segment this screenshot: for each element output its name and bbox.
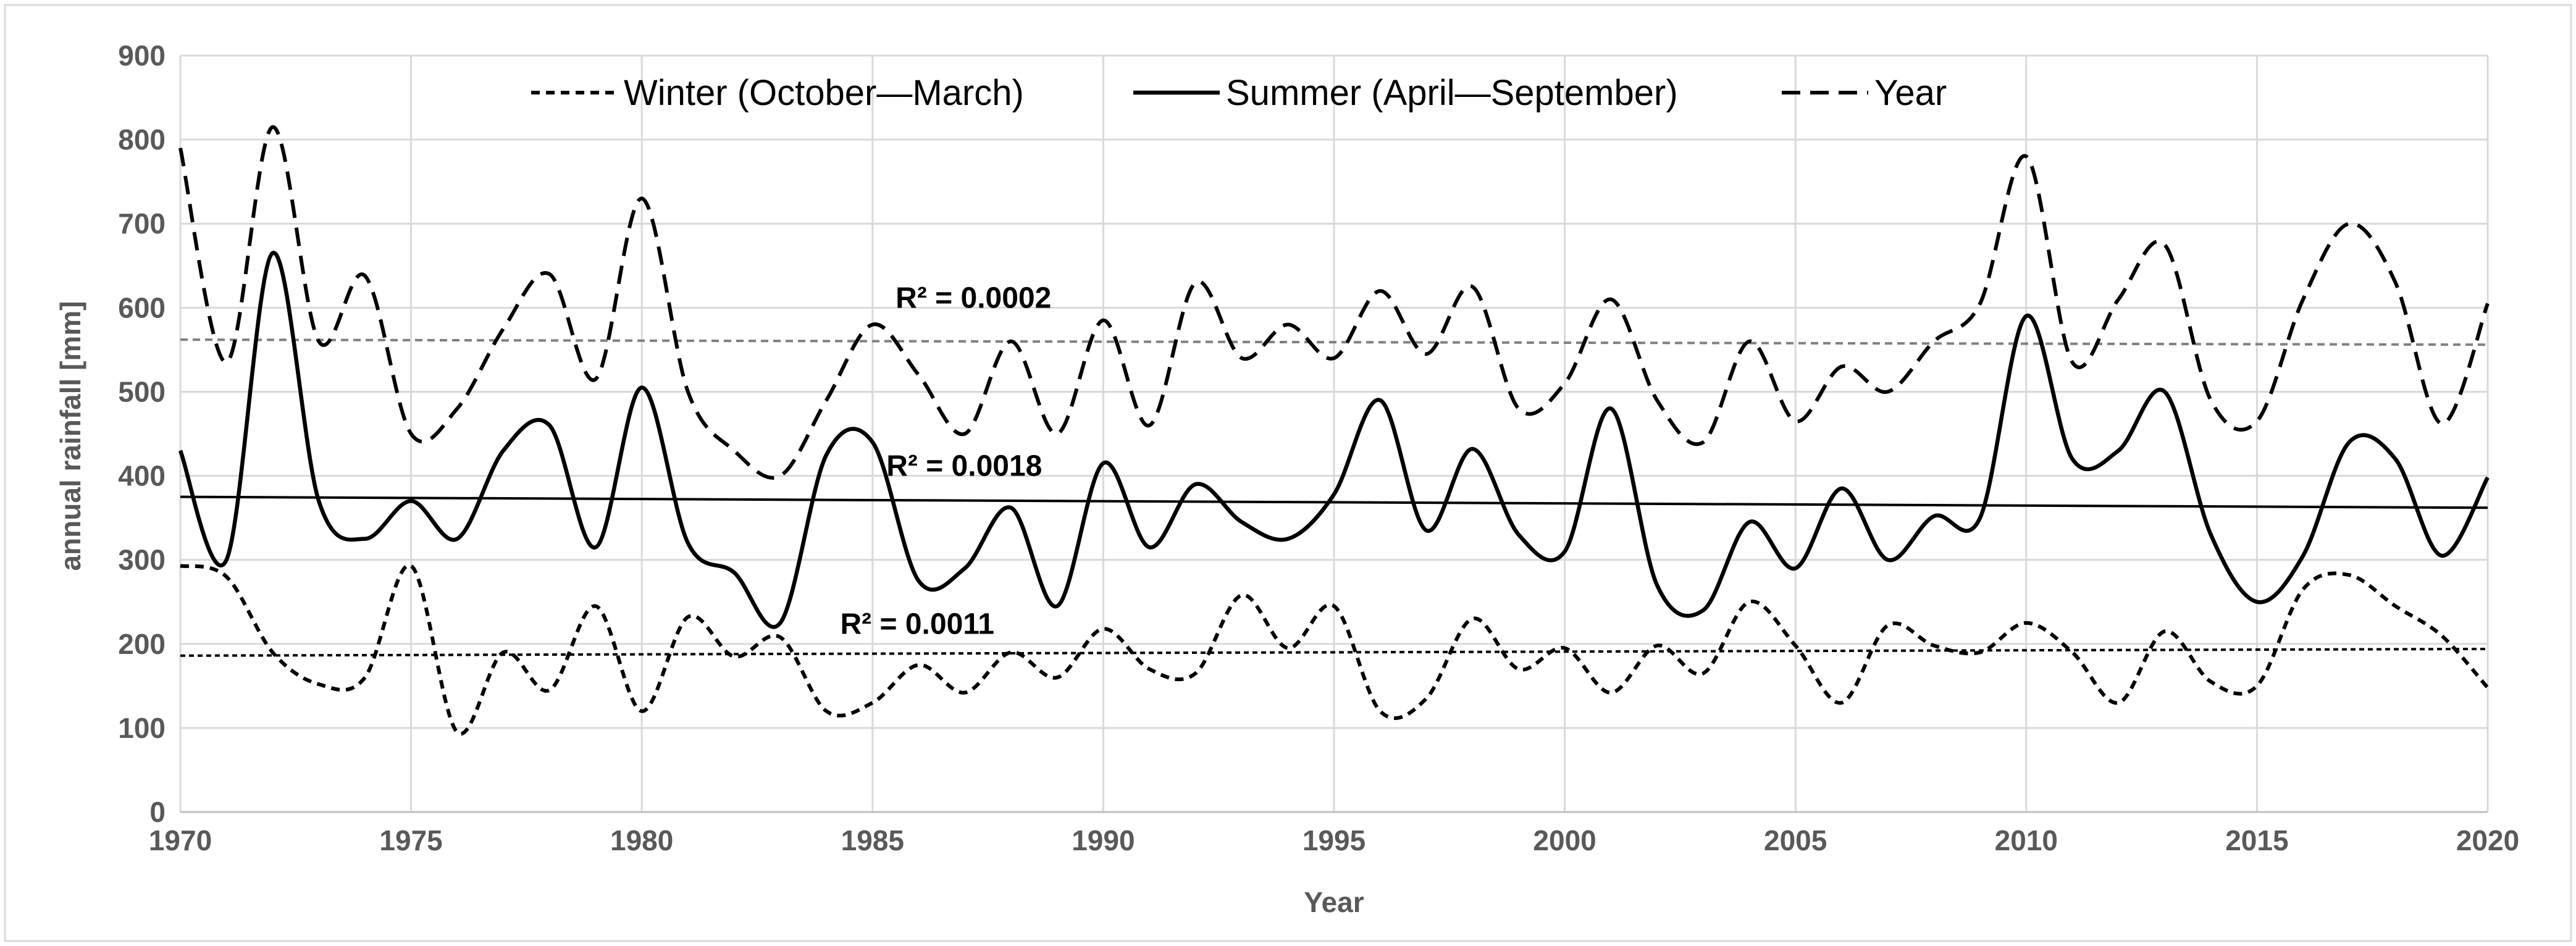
series-line-0: [180, 563, 2490, 736]
y-tick-label-600: 600: [118, 291, 166, 324]
legend-year-label: Year: [1874, 73, 1947, 113]
chart-border: [4, 4, 2572, 942]
trendline-0: [180, 338, 2488, 346]
x-tick-label-2020: 2020: [2456, 824, 2519, 856]
r2-label-1: R² = 0.0018: [886, 450, 1042, 483]
y-tick-label-300: 300: [118, 544, 166, 576]
series-line-2: [178, 125, 2490, 480]
y-tick-label-500: 500: [118, 375, 166, 408]
trendline-2: [180, 647, 2488, 657]
trendlines: [180, 338, 2488, 657]
x-axis-title: Year: [1304, 886, 1364, 918]
r2-label-2: R² = 0.0011: [840, 608, 994, 640]
legend: Winter (October—March) Summer (April—Sept…: [531, 73, 1947, 113]
y-tick-label-700: 700: [118, 207, 166, 240]
axes: 0 100 200 300 400 500 600 700 800 900 1970 1975 1980…: [118, 40, 2519, 856]
series-lines: [178, 125, 2490, 736]
r2-label-0: R² = 0.0002: [896, 282, 1051, 314]
y-tick-label-800: 800: [118, 123, 166, 156]
x-tick-label-1975: 1975: [379, 824, 442, 856]
trendline-1: [180, 495, 2488, 509]
series-line-1: [178, 251, 2490, 629]
legend-summer-label: Summer (April—September): [1226, 73, 1678, 113]
y-tick-label-0: 0: [149, 796, 166, 828]
x-tick-label-1970: 1970: [149, 824, 212, 856]
y-tick-label-900: 900: [118, 40, 166, 72]
y-tick-label-400: 400: [118, 460, 166, 492]
x-tick-label-2015: 2015: [2225, 824, 2288, 856]
x-tick-label-1985: 1985: [841, 824, 904, 856]
y-axis-title: annual rainfall [mm]: [54, 301, 86, 571]
r2-labels: R² = 0.0002 R² = 0.0018 R² = 0.0011: [840, 282, 1051, 640]
legend-winter-label: Winter (October—March): [624, 73, 1024, 113]
y-tick-label-200: 200: [118, 628, 166, 660]
x-tick-label-2005: 2005: [1764, 824, 1827, 856]
y-tick-label-100: 100: [118, 712, 166, 744]
x-tick-label-1995: 1995: [1303, 824, 1366, 856]
x-tick-label-1990: 1990: [1072, 824, 1135, 856]
x-tick-label-2000: 2000: [1533, 824, 1596, 856]
x-tick-label-1980: 1980: [610, 824, 673, 856]
x-tick-label-2010: 2010: [1995, 824, 2058, 856]
